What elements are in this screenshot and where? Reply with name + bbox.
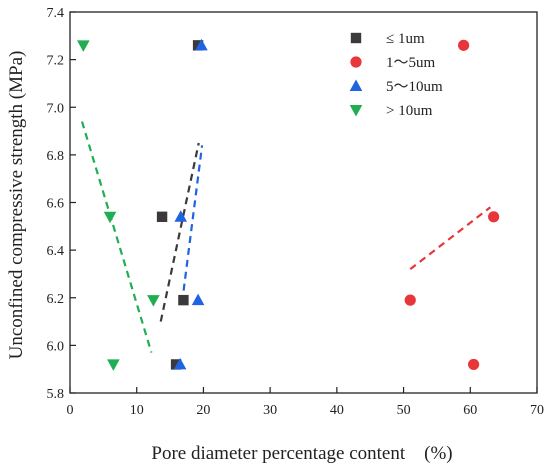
- y-tick-label: 6.8: [47, 149, 65, 164]
- data-point-series-2-3: [173, 357, 187, 370]
- x-tick-label: 60: [463, 403, 477, 418]
- data-point-series-1-0: [458, 39, 470, 51]
- data-point-series-3-3: [107, 359, 120, 371]
- x-tick-label: 30: [263, 403, 277, 418]
- legend-label-0: ≤ 1um: [386, 31, 425, 47]
- x-tick-label: 40: [330, 403, 344, 418]
- legend-marker-0: [350, 32, 362, 44]
- y-axis-title: Unconfined compressive strength (MPa): [6, 51, 27, 360]
- data-point-series-1-1: [488, 211, 500, 223]
- legend-label-1: 1〜5um: [386, 55, 436, 71]
- legend-marker-3: [349, 105, 363, 117]
- data-point-series-3-0: [77, 40, 90, 52]
- y-tick-label: 5.8: [47, 387, 65, 402]
- legend-label-2: 5〜10um: [386, 79, 443, 95]
- data-point-series-0-3: [170, 359, 182, 370]
- data-point-series-1-2: [404, 294, 416, 306]
- y-tick-label: 7.2: [47, 54, 65, 69]
- legend: ≤ 1um 1〜5um 5〜10um > 10um: [349, 31, 443, 119]
- x-tick-label: 20: [196, 403, 210, 418]
- trend-line-series-0: [159, 142, 200, 322]
- y-tick-label: 6.4: [47, 244, 65, 259]
- trend-lines: [80, 121, 491, 353]
- data-point-series-0-1: [156, 211, 168, 222]
- legend-label-3: > 10um: [386, 103, 433, 119]
- x-tick-label: 50: [397, 403, 411, 418]
- data-point-series-1-3: [468, 358, 480, 371]
- y-tick-label: 6.0: [47, 339, 65, 354]
- y-tick-label: 7.0: [47, 101, 65, 116]
- axes: 0 10 20 30 40 50 60 70 5.8 6.0 6.2 6.4 6.6 6.8 7.0 7.2 7…: [47, 6, 545, 418]
- data-points: [77, 38, 500, 371]
- legend-marker-1: [350, 56, 362, 68]
- data-point-series-2-0: [195, 38, 208, 51]
- y-tick-label: 6.2: [47, 292, 65, 307]
- data-point-series-3-1: [103, 211, 117, 224]
- y-tick-label: 7.4: [47, 6, 65, 21]
- legend-marker-2: [349, 79, 363, 91]
- x-tick-label: 70: [530, 403, 544, 418]
- x-axis-title: Pore diameter percentage content (%): [151, 443, 452, 464]
- trend-line-series-1: [409, 206, 491, 271]
- x-tick-label: 0: [67, 403, 74, 418]
- data-point-series-0-2: [178, 294, 189, 306]
- plot-frame: [69, 11, 538, 394]
- data-point-series-3-2: [147, 295, 160, 307]
- x-tick-label: 10: [130, 403, 144, 418]
- trend-line-series-3: [80, 121, 153, 353]
- data-point-series-2-1: [174, 210, 188, 222]
- trend-line-series-2: [180, 145, 204, 303]
- y-tick-label: 6.6: [47, 197, 65, 212]
- data-point-series-2-2: [191, 293, 205, 306]
